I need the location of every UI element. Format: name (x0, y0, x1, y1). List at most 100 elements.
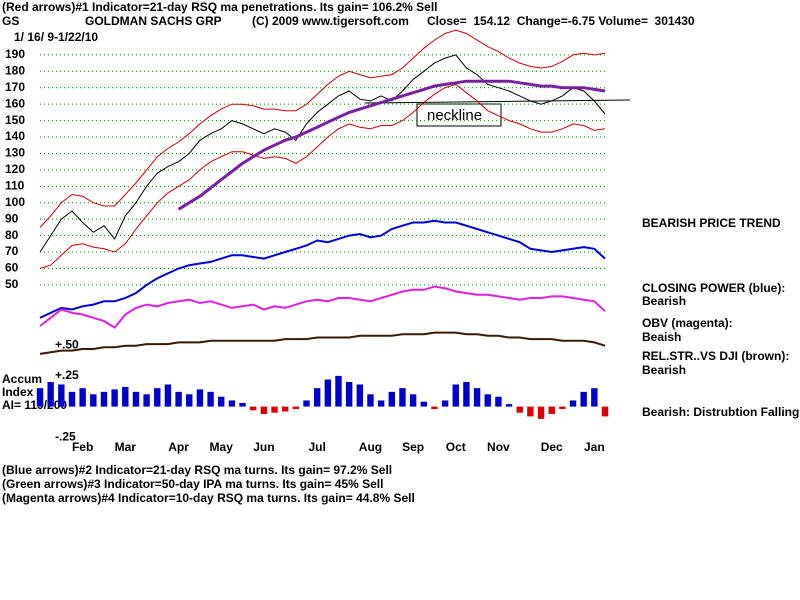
accum-bar (527, 406, 534, 417)
accum-bar (409, 394, 417, 407)
accum-bar (441, 400, 449, 407)
accum-bar (47, 382, 54, 407)
accum-bar (367, 394, 374, 407)
y-tick-label: 140 (5, 129, 25, 143)
accum-bar (324, 379, 332, 407)
right-label: Bearish: Distrubtion Falling. (642, 405, 800, 419)
ai-label: AI= 119/200 (2, 398, 67, 412)
accum-bar (79, 388, 86, 407)
accum-bar (143, 394, 150, 407)
accum-bar (154, 388, 161, 407)
x-tick-label: Jun (253, 440, 274, 454)
accum-bar (132, 391, 140, 407)
header-line: (Red arrows)#1 Indicator=21-day RSQ ma p… (2, 0, 438, 14)
footer-line: (Blue arrows)#2 Indicator=21-day RSQ ma … (2, 463, 392, 477)
y-tick-label: 90 (5, 211, 19, 225)
series-line (39, 219, 606, 319)
y-tick-label: 150 (5, 113, 25, 127)
company: GOLDMAN SACHS GRP (85, 14, 222, 28)
accum-bar (516, 406, 523, 413)
neckline-label: neckline (427, 107, 482, 124)
accum-bar (292, 406, 300, 410)
accum-bar (345, 382, 353, 407)
neckline-line (364, 99, 631, 104)
right-label: CLOSING POWER (blue): (642, 281, 785, 295)
x-tick-label: Apr (168, 440, 189, 454)
index-label: Index (2, 385, 34, 399)
right-label: REL.STR..VS DJI (brown): (642, 349, 789, 363)
accum-bar (111, 389, 118, 407)
ticker: GS (2, 14, 19, 28)
accum-bar (356, 384, 364, 407)
y2-tick-label: -.25 (55, 429, 76, 443)
x-tick-label: Aug (359, 440, 382, 454)
accum-bar (228, 400, 236, 407)
accum-bar (218, 396, 225, 407)
accum-bar (537, 406, 545, 419)
accum-bar (463, 382, 470, 407)
accum-bar (90, 394, 97, 407)
accum-bar (303, 400, 310, 407)
right-label: Bearish (642, 294, 686, 308)
x-tick-label: Nov (487, 440, 510, 454)
y-tick-label: 110 (5, 178, 25, 192)
y2-tick-label: +.25 (55, 368, 79, 382)
accum-bar (196, 389, 204, 407)
series-line (39, 54, 606, 253)
y-tick-label: 100 (5, 195, 25, 209)
accum-bar (591, 388, 598, 407)
accum-bar (250, 406, 257, 411)
copyright: (C) 2009 www.tigersoft.com (252, 14, 409, 28)
accum-bar (100, 391, 108, 407)
x-tick-label: Sep (402, 440, 424, 454)
accum-bar (559, 406, 566, 410)
footer-line: (Magenta arrows)#4 Indicator=10-day RSQ … (2, 491, 415, 505)
x-tick-label: May (210, 440, 234, 454)
accum-bar (377, 400, 385, 407)
accum-bar (164, 384, 172, 407)
accum-bar (335, 375, 342, 407)
right-label: Bearish (642, 363, 686, 377)
accum-bar (495, 396, 502, 407)
x-tick-label: Jan (584, 440, 605, 454)
y-tick-label: 70 (5, 244, 19, 258)
right-label: Beaish (642, 330, 681, 344)
series-line (177, 79, 606, 211)
y-tick-label: 80 (5, 228, 19, 242)
accum-bar (36, 388, 44, 407)
y-tick-label: 160 (5, 96, 25, 110)
accum-bar (175, 391, 182, 407)
accum-bar (207, 391, 214, 407)
right-label: OBV (magenta): (642, 316, 733, 330)
accum-bar (313, 388, 321, 407)
accum-bar (388, 391, 395, 407)
accum-bar (452, 384, 459, 407)
y-tick-label: 190 (5, 47, 25, 61)
accum-bar (122, 386, 129, 407)
x-tick-label: Oct (446, 440, 466, 454)
y-tick-label: 50 (5, 277, 19, 291)
accum-bar (260, 406, 268, 414)
accum-bar (484, 394, 491, 407)
accum-bar (399, 388, 406, 407)
y-tick-label: 120 (5, 162, 25, 176)
footer-line: (Green arrows)#3 Indicator=50-day IPA ma… (2, 477, 383, 491)
accum-bar (186, 394, 193, 407)
accum-bar (239, 402, 246, 407)
accum-bar (505, 404, 513, 407)
right-label: BEARISH PRICE TREND (642, 216, 781, 230)
x-tick-label: Mar (115, 440, 137, 454)
y-tick-label: 170 (5, 80, 25, 94)
x-tick-label: Dec (541, 440, 563, 454)
accum-bar (580, 391, 587, 407)
y-tick-label: 180 (5, 63, 25, 77)
accum-bar (58, 384, 65, 407)
series-line (39, 83, 606, 269)
quote: Close= 154.12 Change=-6.75 Volume= 30143… (427, 14, 695, 28)
accum-bar (271, 406, 278, 413)
series-line (39, 285, 606, 329)
y-tick-label: 60 (5, 261, 19, 275)
date-range: 1/ 16/ 9-1/22/10 (14, 30, 98, 44)
